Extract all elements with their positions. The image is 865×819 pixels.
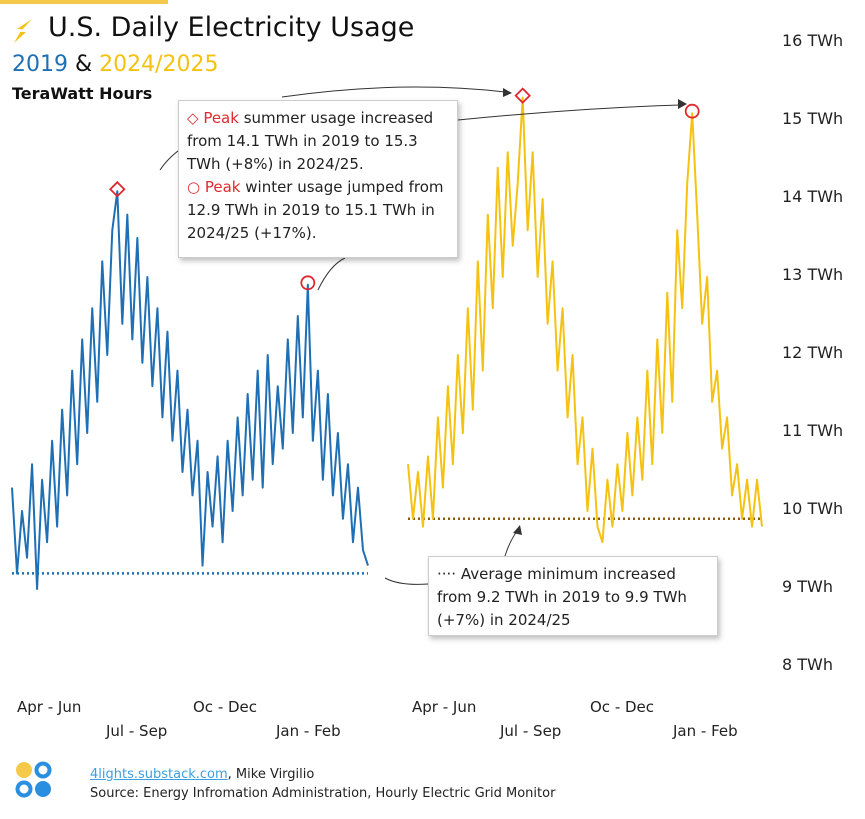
connector: [317, 257, 346, 291]
credit-line: 4lights.substack.com, Mike Virgilio: [90, 767, 314, 782]
summer-peak-marker: [109, 180, 126, 198]
winter-peak-marker: [684, 103, 700, 119]
arrowhead: [503, 88, 512, 97]
peak-word: Peak: [203, 109, 239, 127]
dotted-line-icon: ····: [437, 565, 461, 583]
connector: [384, 577, 429, 585]
peak-annotation: ◇ Peak summer usage increased from 14.1 …: [178, 100, 458, 258]
x-tick-label: Jan - Feb: [673, 722, 738, 740]
y-tick-label: 14 TWh: [782, 187, 844, 206]
arrowhead: [513, 525, 522, 535]
series-line-2019: [11, 190, 369, 590]
connector: [457, 104, 681, 121]
y-tick-label: 15 TWh: [782, 109, 844, 128]
winter-text: winter usage jumped from 12.9 TWh in 201…: [187, 178, 444, 242]
peak-word: Peak: [204, 178, 241, 196]
x-tick-label: Jul - Sep: [500, 722, 562, 740]
y-tick-label: 12 TWh: [782, 343, 844, 362]
connector: [281, 86, 506, 98]
year-2019-label: 2019: [12, 52, 68, 77]
subtitle: 2019 & 2024/2025: [12, 52, 219, 77]
summer-text: summer usage increased from 14.1 TWh in …: [187, 109, 434, 173]
x-tick-label: Apr - Jun: [17, 698, 82, 716]
author: , Mike Virgilio: [227, 767, 315, 782]
x-tick-label: Oc - Dec: [590, 698, 655, 716]
substack-link[interactable]: 4lights.substack.com: [90, 767, 228, 782]
source-line: Source: Energy Infromation Administratio…: [90, 786, 556, 801]
series-line-2024/25: [407, 96, 763, 544]
minimum-annotation: ···· Average minimum increased from 9.2 …: [428, 556, 718, 636]
arrowhead: [678, 99, 687, 109]
accent-bar: [0, 0, 168, 4]
x-tick-label: Jan - Feb: [276, 722, 341, 740]
unit-label: TeraWatt Hours: [12, 84, 153, 103]
minimum-text: Average minimum increased from 9.2 TWh i…: [437, 565, 687, 629]
y-tick-label: 13 TWh: [782, 265, 844, 284]
y-tick-label: 10 TWh: [782, 499, 844, 518]
winter-peak-marker: [300, 275, 316, 291]
year-2024-label: 2024/2025: [99, 52, 219, 77]
x-tick-label: Apr - Jun: [412, 698, 477, 716]
y-tick-label: 16 TWh: [782, 31, 844, 50]
summer-peak-marker: [514, 87, 531, 104]
y-tick-label: 9 TWh: [782, 577, 833, 596]
x-tick-label: Oc - Dec: [193, 698, 258, 716]
circle-icon: ○: [187, 178, 205, 196]
chart-title: U.S. Daily Electricity Usage: [48, 12, 415, 43]
connector: [504, 529, 519, 557]
x-tick-label: Jul - Sep: [106, 722, 168, 740]
lightning-icon: [14, 19, 32, 43]
ampersand: &: [75, 52, 93, 77]
diamond-icon: ◇: [187, 109, 204, 127]
y-tick-label: 11 TWh: [782, 421, 844, 440]
4lights-logo: [15, 761, 52, 798]
y-tick-label: 8 TWh: [782, 655, 833, 674]
